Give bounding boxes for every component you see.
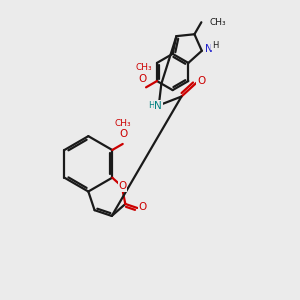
- Text: N: N: [205, 44, 213, 54]
- Text: H: H: [212, 41, 218, 50]
- Text: O: O: [118, 181, 126, 191]
- Text: O: O: [119, 129, 127, 140]
- Text: O: O: [138, 74, 146, 83]
- Text: CH₃: CH₃: [115, 119, 131, 128]
- Text: CH₃: CH₃: [135, 63, 152, 72]
- Text: O: O: [138, 202, 146, 212]
- Text: N: N: [154, 101, 162, 111]
- Text: O: O: [197, 76, 205, 86]
- Text: H: H: [148, 101, 155, 110]
- Text: CH₃: CH₃: [209, 18, 226, 27]
